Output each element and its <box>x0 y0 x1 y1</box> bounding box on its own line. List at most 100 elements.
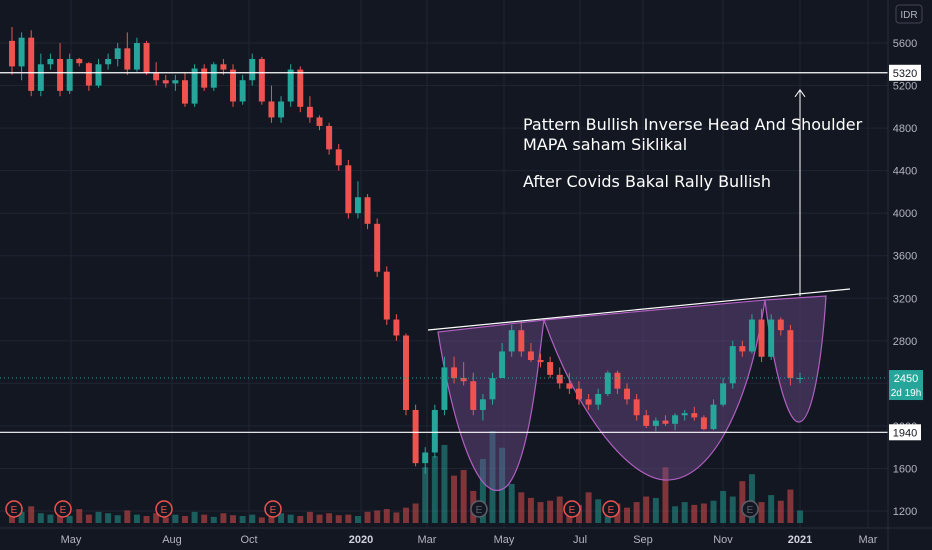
bar-countdown-label: 2d 19h <box>891 388 922 399</box>
volume-bar <box>258 517 265 523</box>
candle-body <box>76 58 83 64</box>
volume-bar <box>787 489 794 523</box>
volume-bar <box>335 515 342 523</box>
volume-bar <box>172 514 179 523</box>
grid <box>0 0 888 528</box>
candle-body <box>230 69 237 102</box>
candle-body <box>18 37 25 67</box>
candle-body <box>422 452 429 464</box>
candle-body <box>124 48 131 70</box>
volume-bar <box>672 506 679 523</box>
candle-body <box>191 68 198 104</box>
candle-body <box>114 48 121 59</box>
volume-bar <box>143 516 150 523</box>
candle-body <box>700 417 707 430</box>
candle-body <box>431 409 438 453</box>
volume-bar <box>393 512 400 523</box>
volume-bar <box>47 514 54 523</box>
candle-body <box>47 58 54 65</box>
price-tick-label: 3200 <box>893 293 917 305</box>
volume-bar <box>364 511 371 523</box>
volume-bar <box>508 483 515 523</box>
candle-body <box>643 415 650 426</box>
earnings-marker <box>155 500 173 518</box>
candle-body <box>672 415 679 424</box>
candle-body <box>172 80 179 84</box>
earnings-marker-label: E <box>476 505 483 516</box>
candle-body <box>633 399 640 416</box>
candle-body <box>566 383 573 389</box>
volume-bar <box>547 500 554 523</box>
volume-bar <box>451 475 458 523</box>
candle-body <box>739 346 746 352</box>
candle-body <box>85 63 92 86</box>
candle-body <box>768 319 775 357</box>
volume-bar <box>479 458 486 523</box>
volume-bar <box>124 510 131 523</box>
candle-body <box>326 125 333 150</box>
volume-bar <box>585 492 592 523</box>
volume-bar <box>643 496 650 523</box>
volume-bar <box>489 431 496 523</box>
candle-body <box>316 117 323 126</box>
candle-body <box>412 409 419 464</box>
candle-body <box>278 101 285 118</box>
candle-body <box>383 271 390 320</box>
earnings-marker <box>54 500 72 518</box>
time-tick-label: Oct <box>240 534 257 546</box>
time-tick-label: Sep <box>633 534 653 546</box>
candle-body <box>393 319 400 336</box>
earnings-marker-label: E <box>161 505 168 516</box>
volume-bar <box>306 511 313 523</box>
price-tick-label: 4400 <box>893 166 917 178</box>
candle-body <box>537 359 544 363</box>
earnings-marker <box>563 500 581 518</box>
volume-bar <box>758 502 765 523</box>
volume-bar <box>316 514 323 523</box>
time-axis[interactable]: May Aug Oct 2020 Mar May Jul Sep Nov 2021 Mar <box>0 527 932 546</box>
candle-body <box>681 413 688 416</box>
volume-bar <box>66 516 73 523</box>
price-axis[interactable]: 5600520048004400400036003200280024002000… <box>887 0 923 550</box>
candle-body <box>575 388 582 400</box>
candle-body <box>105 58 112 65</box>
candle-body <box>547 362 554 375</box>
price-tick-label: 5600 <box>893 38 917 50</box>
candle-body <box>268 101 275 118</box>
earnings-marker-label: E <box>60 505 67 516</box>
volume-bar <box>162 517 169 523</box>
volume-bar <box>652 497 659 523</box>
candle-body <box>153 72 160 81</box>
candle-body <box>470 381 477 410</box>
earnings-marker-label: E <box>569 505 576 516</box>
candle-body <box>258 58 265 102</box>
candle-body <box>364 197 371 224</box>
candle-body <box>710 404 717 430</box>
candle-body <box>287 69 294 102</box>
target-arrow-head <box>794 88 806 98</box>
candle-body <box>748 319 755 352</box>
candle-body <box>499 351 506 379</box>
head <box>543 299 766 481</box>
volume-bar <box>249 514 256 523</box>
volume-bar <box>18 511 25 523</box>
volume-bar <box>191 511 198 523</box>
volume-bar <box>105 513 112 523</box>
candle-body <box>652 420 659 426</box>
candle-body <box>489 378 496 400</box>
currency-label: IDR <box>900 10 917 21</box>
candle-body <box>57 58 64 91</box>
volume-bar <box>748 474 755 523</box>
last-price-tag <box>889 370 923 401</box>
candle-body <box>508 330 515 352</box>
annotation-title: Pattern Bullish Inverse Head And Shoulde… <box>523 115 863 134</box>
time-tick-label: May <box>61 534 82 546</box>
time-tick-label: Mar <box>859 534 878 546</box>
left-shoulder <box>437 319 545 491</box>
candle-body <box>249 58 256 81</box>
support-price-tag <box>889 424 921 441</box>
candle-body <box>614 372 621 389</box>
candle-body <box>37 64 44 91</box>
volume-bar <box>287 514 294 523</box>
